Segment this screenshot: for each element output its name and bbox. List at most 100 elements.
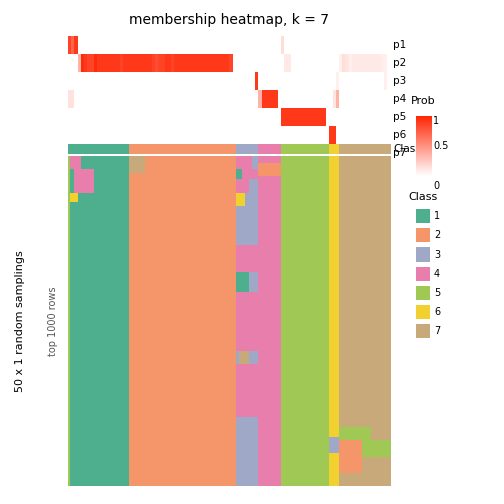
Bar [342, 144, 345, 162]
Bar [339, 440, 361, 463]
Bar [368, 144, 371, 162]
Bar [126, 53, 130, 72]
Bar [119, 53, 123, 72]
Bar [339, 144, 391, 154]
Bar [271, 90, 275, 108]
Text: membership heatmap, k = 7: membership heatmap, k = 7 [130, 13, 329, 27]
Bar [384, 144, 388, 162]
Bar [349, 53, 352, 72]
Text: 0.5: 0.5 [433, 141, 449, 151]
Bar [300, 108, 303, 125]
Bar [200, 53, 204, 72]
Text: p7: p7 [393, 148, 406, 158]
Bar [284, 108, 287, 125]
Bar [239, 351, 248, 364]
Bar [171, 53, 174, 72]
Bar [236, 193, 245, 206]
Bar [152, 53, 155, 72]
Bar [297, 108, 300, 125]
Bar [204, 53, 207, 72]
Bar [361, 53, 365, 72]
Bar [268, 90, 271, 108]
Bar [130, 53, 133, 72]
Bar [349, 144, 352, 162]
Bar [358, 53, 361, 72]
Bar [287, 108, 291, 125]
Bar [333, 90, 336, 108]
Text: 1: 1 [433, 116, 439, 126]
Bar [236, 245, 259, 272]
Bar [130, 144, 236, 154]
Bar [361, 144, 365, 162]
Bar [165, 53, 168, 72]
Bar [158, 53, 162, 72]
Bar [236, 308, 259, 351]
Bar [259, 156, 281, 486]
Bar [339, 427, 371, 440]
Bar [68, 193, 78, 203]
Bar [236, 156, 252, 169]
Bar [75, 182, 94, 193]
Bar [113, 53, 116, 72]
Bar [259, 90, 262, 108]
Bar [97, 53, 100, 72]
Bar [226, 53, 229, 72]
Bar [68, 156, 130, 486]
Bar [317, 108, 320, 125]
Bar [194, 53, 197, 72]
Bar [361, 457, 381, 473]
Bar [71, 90, 75, 108]
Bar [339, 144, 342, 162]
Bar [377, 53, 381, 72]
Bar [100, 53, 103, 72]
Bar [81, 53, 84, 72]
Bar [91, 53, 94, 72]
Bar [139, 53, 142, 72]
Bar [339, 53, 342, 72]
Bar [345, 53, 349, 72]
Text: p4: p4 [393, 94, 406, 104]
Bar [68, 36, 71, 53]
Bar [358, 144, 361, 162]
Bar [281, 36, 284, 53]
Text: top 1000 rows: top 1000 rows [48, 287, 58, 356]
Bar [87, 53, 91, 72]
Bar [291, 108, 294, 125]
Text: Prob: Prob [411, 96, 435, 106]
Bar [236, 206, 259, 245]
Text: p2: p2 [393, 57, 406, 68]
Bar [281, 144, 329, 154]
Bar [187, 53, 191, 72]
Bar [236, 292, 259, 308]
Bar [78, 53, 81, 72]
Bar [168, 53, 171, 72]
Bar [213, 53, 216, 72]
Bar [210, 53, 213, 72]
Bar [329, 437, 339, 454]
Bar [130, 156, 236, 486]
Bar [333, 125, 336, 144]
Bar [75, 169, 94, 182]
Bar [136, 53, 139, 72]
Bar [142, 53, 146, 72]
Bar [355, 144, 358, 162]
Bar [162, 53, 165, 72]
Bar [259, 144, 281, 154]
Bar [323, 108, 326, 125]
Bar [207, 53, 210, 72]
Bar [336, 72, 339, 90]
Bar [287, 53, 291, 72]
Bar [68, 144, 130, 154]
Bar [365, 53, 368, 72]
Text: 7: 7 [434, 326, 440, 336]
Bar [236, 144, 259, 154]
Bar [242, 169, 259, 179]
Bar [174, 53, 178, 72]
Bar [155, 53, 158, 72]
Bar [329, 144, 339, 154]
Text: 1: 1 [434, 211, 440, 221]
Text: p3: p3 [393, 76, 406, 86]
Text: Class: Class [393, 144, 421, 154]
Bar [388, 144, 391, 162]
Bar [123, 53, 126, 72]
